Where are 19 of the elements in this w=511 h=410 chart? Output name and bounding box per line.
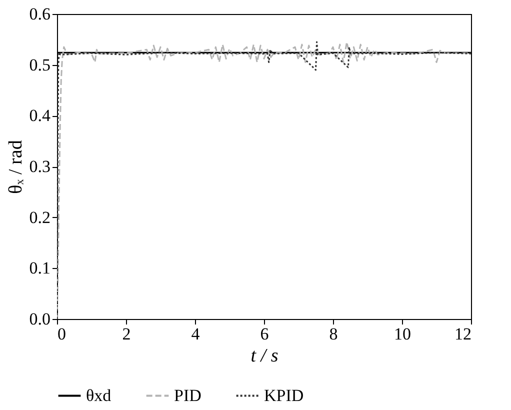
y-tick-label: 0.1	[29, 258, 50, 278]
x-tick-label: 2	[122, 324, 131, 344]
y-tick-label: 0.5	[29, 55, 50, 74]
legend-label: θxd	[86, 386, 112, 405]
y-tick-label: 0.2	[29, 208, 50, 227]
y-tick-label: 0.6	[29, 4, 50, 24]
x-tick-label: 4	[191, 324, 200, 344]
y-tick-label: 0.0	[29, 310, 50, 328]
y-tick-label: 0.4	[29, 106, 51, 126]
x-tick-label: 12	[454, 324, 472, 344]
x-tick-label: 8	[329, 324, 338, 344]
y-tick-label: 0.3	[29, 157, 50, 176]
legend-label: KPID	[264, 386, 304, 405]
x-tick-label: 10	[394, 324, 411, 344]
legend-label: PID	[174, 386, 202, 405]
y-axis-title: θₓ / rad	[5, 140, 26, 194]
x-tick-label: 0	[58, 324, 66, 344]
x-tick-label: 6	[260, 324, 269, 344]
x-axis-title: t / s	[250, 346, 278, 366]
